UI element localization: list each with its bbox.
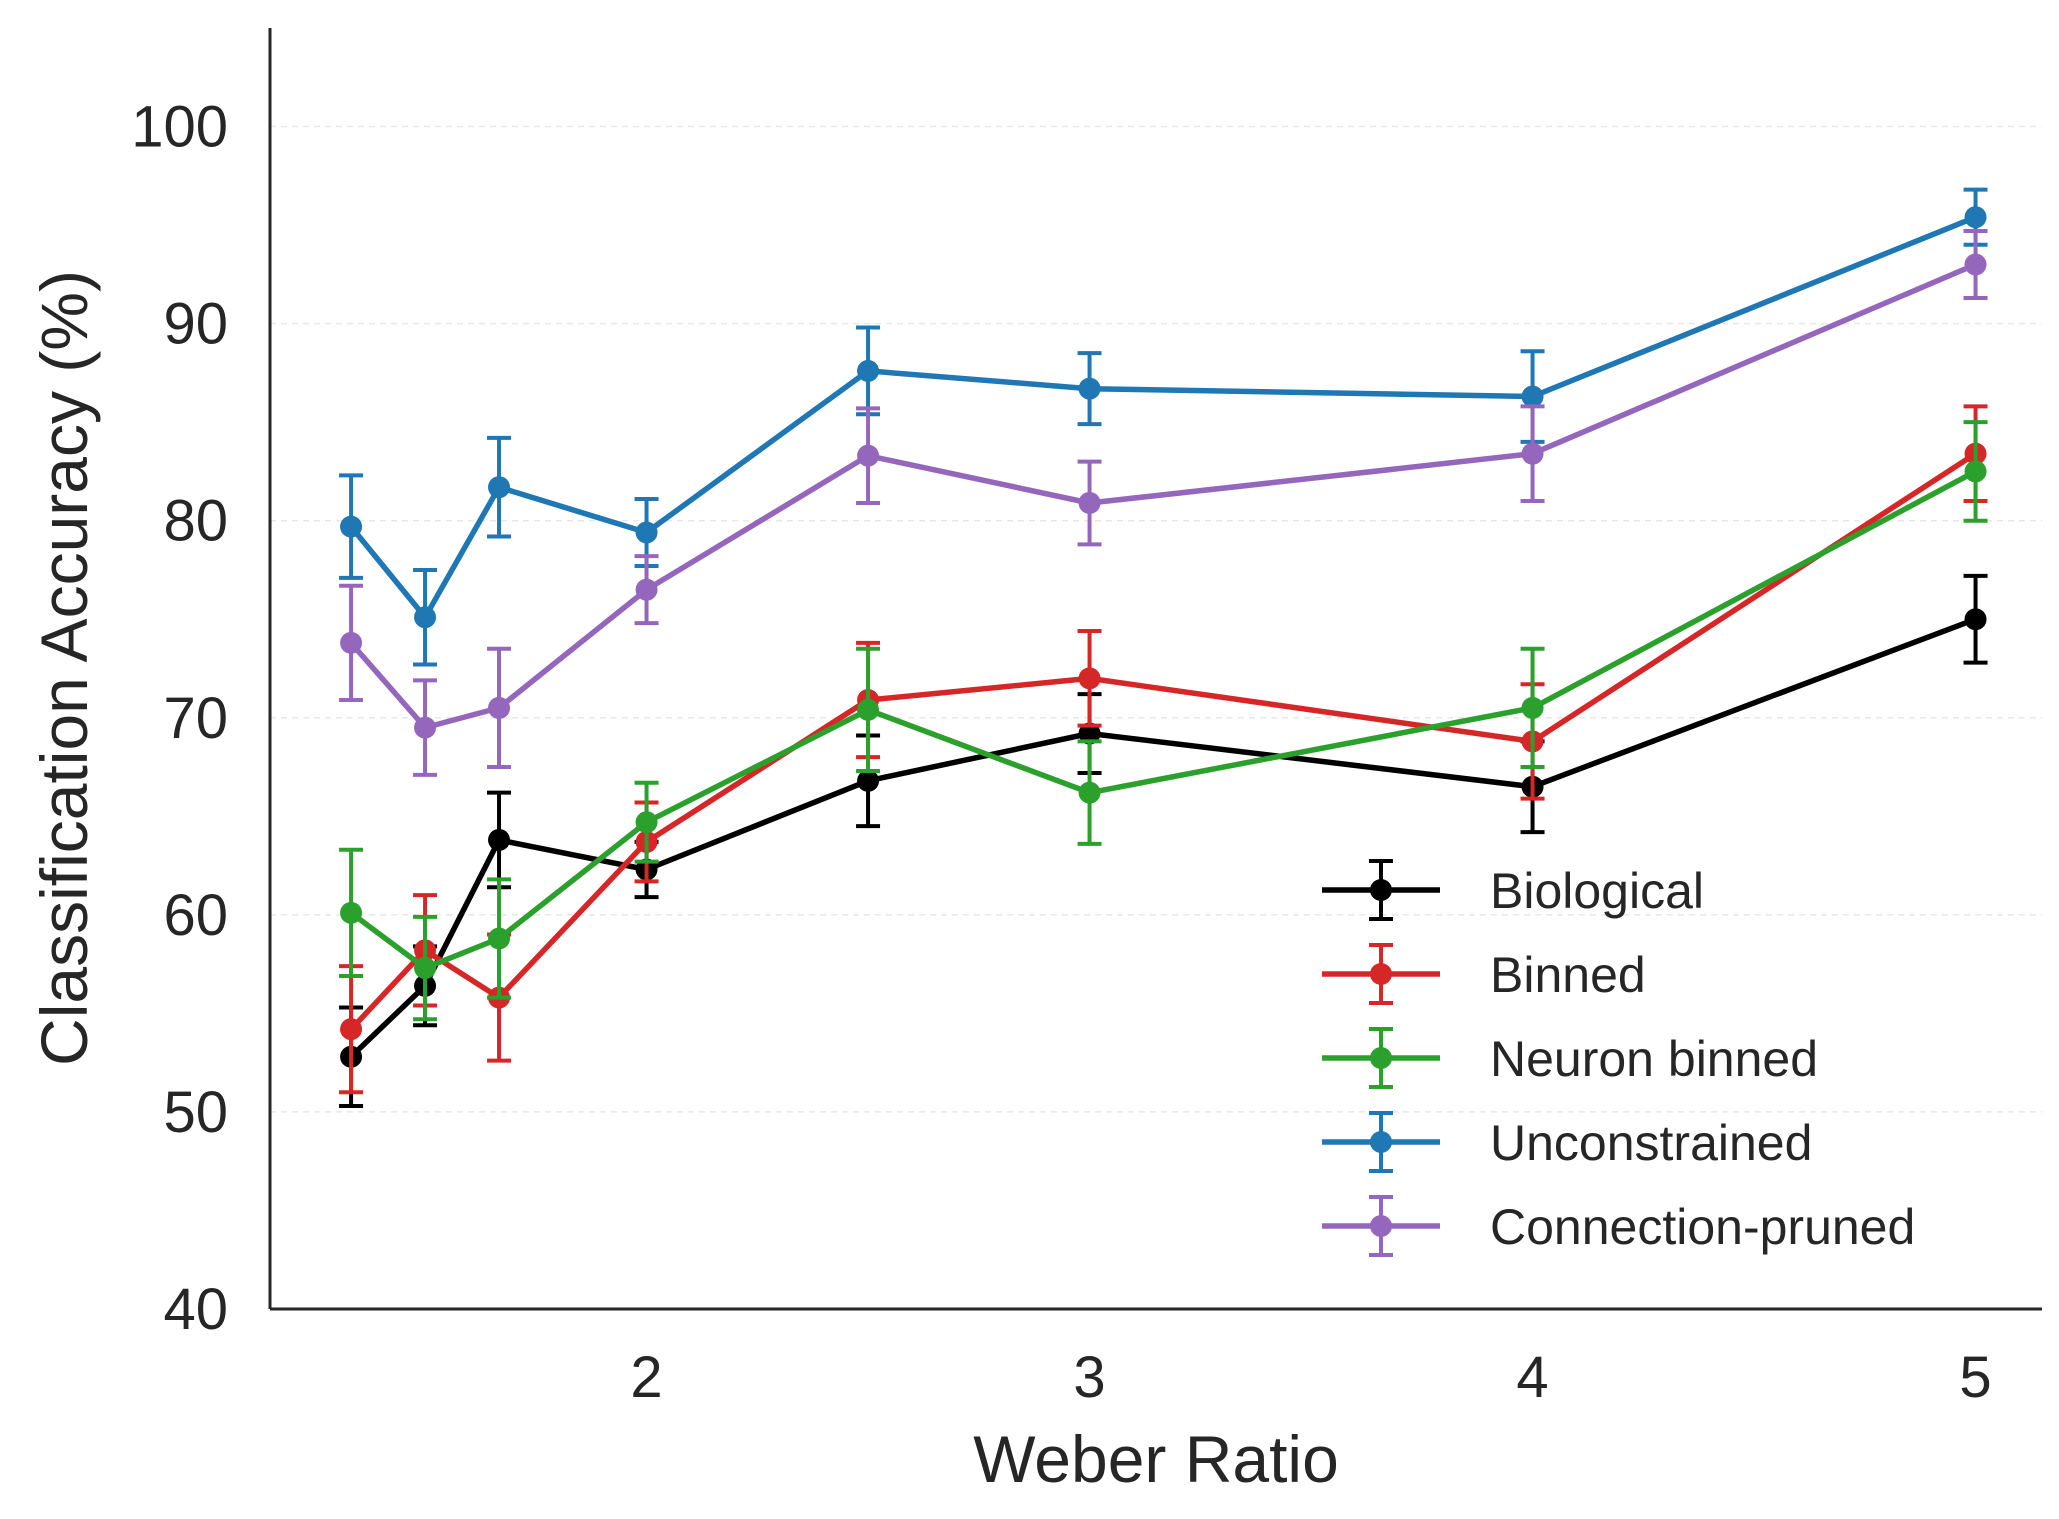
legend-marker [1370,879,1392,901]
data-point [488,696,511,719]
y-tick-label: 40 [163,1277,228,1342]
data-point [340,1018,363,1041]
legend-item: Neuron binned [1322,1027,1818,1089]
legend-item: Unconstrained [1322,1111,1812,1173]
series-line [349,261,1977,731]
data-point [635,521,658,544]
legend-label: Neuron binned [1490,1031,1818,1087]
data-point [1078,377,1101,400]
data-point [414,957,437,980]
legend-item: Biological [1322,859,1704,921]
series-connection-pruned [339,228,1988,777]
data-point [488,927,511,950]
legend-label: Unconstrained [1490,1115,1812,1171]
data-point [1964,460,1987,483]
data-point [635,578,658,601]
legend-marker [1370,1131,1392,1153]
data-point [1078,781,1101,804]
y-tick-label: 60 [163,883,228,948]
data-point [488,828,511,851]
x-tick-labels: 2 3 4 5 [630,1345,1991,1410]
grid-lines [270,125,2042,1113]
y-axis-label: Classification Accuracy (%) [27,270,101,1066]
series-line [348,214,1977,621]
axes [268,28,2042,1311]
series-biological [339,573,1988,1109]
y-tick-label: 80 [163,489,228,554]
data-point [1078,667,1101,690]
legend-marker [1370,1047,1392,1069]
data-point [857,698,880,721]
series-unconstrained [339,187,1988,667]
series-line [349,468,1977,971]
x-tick-label: 2 [630,1345,662,1410]
data-point [857,444,880,467]
data-point [1078,491,1101,514]
legend-item: Connection-pruned [1322,1195,1915,1257]
y-tick-labels: 40 50 60 70 80 90 100 [131,95,228,1342]
data-point [1521,385,1544,408]
series-neuron-binned [339,420,1988,1022]
series-line [349,451,1977,1032]
data-point [488,476,511,499]
data-point [414,606,437,629]
x-tick-label: 4 [1516,1345,1548,1410]
data-point [1964,206,1987,229]
legend: Biological Binned Neuron binned Unconstrain… [1322,859,1915,1257]
data-point [635,811,658,834]
legend-item: Binned [1322,943,1646,1005]
data-point [1964,608,1987,631]
y-tick-label: 50 [163,1080,228,1145]
data-point [857,769,880,792]
series-line [349,616,1977,1059]
data-point [1521,442,1544,465]
y-tick-label: 100 [131,95,228,160]
data-point [414,716,437,739]
data-point [340,515,363,538]
x-tick-label: 5 [1959,1345,1991,1410]
legend-label: Binned [1490,947,1646,1003]
legend-label: Biological [1490,863,1704,919]
y-tick-label: 70 [163,686,228,751]
data-point [1964,253,1987,276]
data-point [340,901,363,924]
legend-marker [1370,1215,1392,1237]
x-tick-label: 3 [1073,1345,1105,1410]
data-point [1521,696,1544,719]
legend-marker [1370,963,1392,985]
y-tick-label: 90 [163,292,228,357]
data-point [857,359,880,382]
series-binned [339,404,1988,1095]
data-point [340,631,363,654]
plot-area [339,187,1988,1109]
x-axis-label: Weber Ratio [973,1422,1339,1496]
data-point [1078,722,1101,745]
legend-label: Connection-pruned [1490,1199,1915,1255]
